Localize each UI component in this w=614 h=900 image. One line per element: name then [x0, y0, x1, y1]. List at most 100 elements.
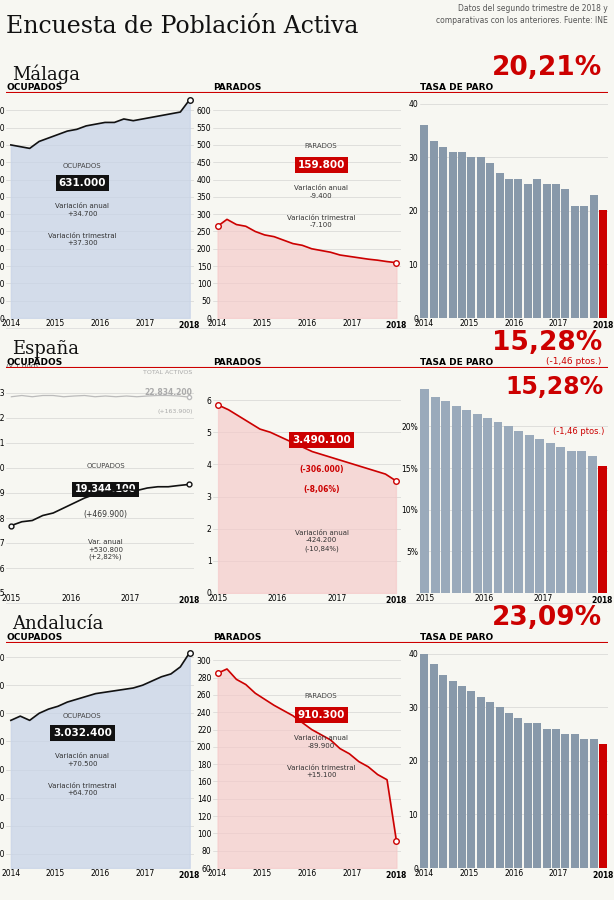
- Bar: [588, 455, 597, 593]
- Text: OCUPADOS: OCUPADOS: [63, 164, 102, 169]
- Bar: [452, 406, 460, 593]
- Bar: [495, 174, 503, 318]
- Bar: [552, 729, 560, 868]
- Text: Variación anual
+70.500: Variación anual +70.500: [55, 753, 109, 767]
- Bar: [476, 158, 485, 318]
- Bar: [431, 397, 440, 593]
- Text: 159.800: 159.800: [297, 160, 345, 170]
- Text: Var. anual
+530.800
(+2,82%): Var. anual +530.800 (+2,82%): [88, 539, 123, 561]
- Bar: [533, 179, 542, 318]
- Text: Variación anual
-9.400: Variación anual -9.400: [294, 185, 348, 199]
- Text: (+469.900): (+469.900): [84, 509, 128, 518]
- Text: 631.000: 631.000: [59, 178, 106, 188]
- Bar: [535, 439, 545, 593]
- Bar: [421, 389, 429, 593]
- Text: PARADOS: PARADOS: [305, 693, 338, 699]
- Bar: [515, 179, 523, 318]
- Bar: [483, 418, 492, 593]
- Bar: [439, 675, 447, 868]
- Text: Datos del segundo trimestre de 2018 y
comparativas con los anteriores. Fuente: I: Datos del segundo trimestre de 2018 y co…: [436, 4, 608, 25]
- Bar: [439, 147, 447, 318]
- Bar: [504, 427, 513, 593]
- Bar: [580, 205, 588, 318]
- Text: 910.300: 910.300: [297, 710, 345, 720]
- Bar: [430, 141, 438, 318]
- Text: OCUPADOS: OCUPADOS: [6, 358, 63, 367]
- Bar: [577, 451, 586, 593]
- Bar: [599, 744, 607, 868]
- Text: España: España: [12, 339, 79, 357]
- Text: PARADOS: PARADOS: [213, 83, 261, 92]
- Text: Variación anual
-424.200
(-10,84%): Variación anual -424.200 (-10,84%): [295, 530, 349, 552]
- Text: Málaga: Málaga: [12, 64, 80, 84]
- Bar: [467, 158, 475, 318]
- Text: OCUPADOS: OCUPADOS: [6, 83, 63, 92]
- Text: 15,28%: 15,28%: [492, 329, 602, 356]
- Bar: [598, 465, 607, 593]
- Bar: [420, 125, 429, 318]
- Text: Variación trimestral
+64.700: Variación trimestral +64.700: [48, 782, 117, 796]
- Text: Variación trimestral
+15.100: Variación trimestral +15.100: [287, 764, 356, 778]
- Text: Variación trimestral
-7.100: Variación trimestral -7.100: [287, 214, 356, 228]
- Bar: [476, 697, 485, 868]
- Bar: [567, 451, 576, 593]
- Bar: [448, 680, 457, 868]
- Bar: [524, 184, 532, 318]
- Text: (+163.900): (+163.900): [157, 409, 193, 413]
- Bar: [524, 724, 532, 868]
- Text: TOTAL ACTIVOS: TOTAL ACTIVOS: [143, 370, 193, 375]
- Text: 22.834.200: 22.834.200: [145, 388, 193, 397]
- Bar: [458, 152, 466, 318]
- Text: (-1,46 ptos.): (-1,46 ptos.): [553, 427, 604, 436]
- Text: OCUPADOS: OCUPADOS: [86, 464, 125, 469]
- Text: OCUPADOS: OCUPADOS: [63, 714, 102, 719]
- Text: 3.032.400: 3.032.400: [53, 728, 112, 738]
- Bar: [515, 718, 523, 868]
- Bar: [473, 414, 481, 593]
- Bar: [543, 184, 551, 318]
- Bar: [561, 189, 570, 318]
- Bar: [505, 713, 513, 868]
- Text: Encuesta de Población Activa: Encuesta de Población Activa: [6, 14, 359, 38]
- Text: 23,09%: 23,09%: [492, 605, 602, 631]
- Bar: [441, 401, 450, 593]
- Text: TASA DE PARO: TASA DE PARO: [419, 358, 493, 367]
- Bar: [571, 205, 579, 318]
- Text: TASA DE PARO: TASA DE PARO: [419, 634, 493, 643]
- Bar: [467, 691, 475, 868]
- Bar: [495, 707, 503, 868]
- Bar: [525, 435, 534, 593]
- Bar: [486, 163, 494, 318]
- Bar: [556, 447, 565, 593]
- Text: PARADOS: PARADOS: [213, 634, 261, 643]
- Text: Variación anual
-89.900: Variación anual -89.900: [294, 735, 348, 749]
- Text: (-1,46 ptos.): (-1,46 ptos.): [546, 357, 602, 366]
- Bar: [546, 443, 555, 593]
- Text: 3.490.100: 3.490.100: [292, 435, 351, 445]
- Text: TASA DE PARO: TASA DE PARO: [419, 83, 493, 92]
- Bar: [543, 729, 551, 868]
- Text: (-306.000): (-306.000): [300, 464, 344, 473]
- Text: OCUPADOS: OCUPADOS: [6, 634, 63, 643]
- Bar: [448, 152, 457, 318]
- Bar: [599, 210, 607, 318]
- Text: 15,28%: 15,28%: [506, 374, 604, 399]
- Text: (-8,06%): (-8,06%): [303, 485, 340, 494]
- Bar: [561, 734, 570, 868]
- Bar: [420, 653, 429, 868]
- Text: PARADOS: PARADOS: [213, 358, 261, 367]
- Text: (x 1.000): (x 1.000): [6, 363, 38, 370]
- Bar: [533, 724, 542, 868]
- Text: Variación anual
+34.700: Variación anual +34.700: [55, 203, 109, 217]
- Bar: [462, 410, 471, 593]
- Text: Andalucía: Andalucía: [12, 615, 104, 633]
- Bar: [589, 194, 598, 318]
- Text: Variación trimestral
+37.300: Variación trimestral +37.300: [48, 232, 117, 246]
- Bar: [580, 740, 588, 868]
- Bar: [589, 740, 598, 868]
- Bar: [494, 422, 502, 593]
- Bar: [552, 184, 560, 318]
- Bar: [505, 179, 513, 318]
- Text: PARADOS: PARADOS: [305, 143, 338, 149]
- Bar: [458, 686, 466, 868]
